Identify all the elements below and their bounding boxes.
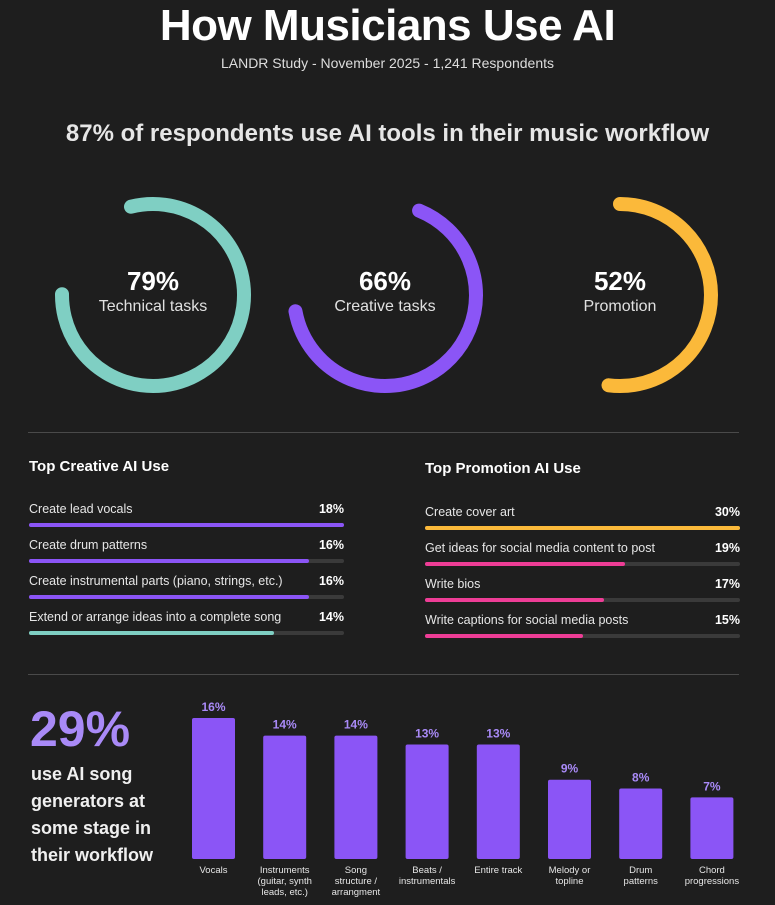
list-item-track (29, 559, 344, 563)
bar (334, 735, 378, 859)
donut-promotion-percent: 52% (593, 266, 647, 296)
list-item-track (425, 634, 740, 638)
list-item-value: 19% (714, 541, 740, 555)
bar-value-label: 14% (273, 718, 297, 732)
bar (476, 744, 520, 859)
generators-percent: 29% (30, 701, 131, 757)
bar-value-label: 9% (561, 762, 579, 776)
section-divider (28, 674, 739, 675)
donut-creative-label: Creative tasks (334, 298, 436, 315)
list-item: Write bios 17% (425, 577, 740, 613)
section-divider (28, 432, 739, 433)
bar-value-label: 8% (632, 771, 650, 785)
list-item-bar (29, 523, 344, 527)
list-item-bar (29, 559, 309, 563)
bar-value-label: 13% (415, 726, 439, 740)
bar-category-label: Beats / instrumentals (399, 865, 456, 887)
list-item-value: 18% (318, 502, 344, 516)
promotion-list: Create cover art 30% Get ideas for socia… (425, 505, 740, 649)
donut-creative: 66% Creative tasks (280, 190, 490, 400)
page-subtitle: LANDR Study - November 2025 - 1,241 Resp… (220, 55, 555, 71)
bar (263, 735, 307, 859)
list-item-label: Create drum patterns (29, 538, 148, 552)
bar (192, 718, 235, 859)
list-item-value: 16% (318, 574, 344, 588)
bar (690, 797, 734, 859)
donut-promotion-label: Promotion (583, 298, 657, 315)
list-item-label: Create lead vocals (29, 502, 133, 516)
donut-promotion-ring (522, 197, 718, 393)
page-title: How Musicians Use AI (159, 1, 616, 50)
list-item-value: 16% (318, 538, 344, 552)
list-item-track (29, 595, 344, 599)
bar-category-label: Instruments (guitar, synth leads, etc.) (258, 865, 312, 898)
list-item-value: 30% (714, 505, 740, 519)
donut-technical: 79% Technical tasks (48, 190, 258, 400)
creative-list: Create lead vocals 18% Create drum patte… (29, 502, 344, 646)
bar (619, 788, 663, 859)
list-item-label: Extend or arrange ideas into a complete … (29, 610, 282, 624)
bar-category-label: Vocals (200, 865, 228, 876)
list-item-value: 17% (714, 577, 740, 591)
bar-value-label: 16% (201, 700, 225, 714)
list-item-track (425, 598, 740, 602)
bar-category-label: Drum patterns (624, 865, 659, 887)
list-item-label: Get ideas for social media content to po… (425, 541, 655, 555)
bar-value-label: 13% (486, 726, 510, 740)
donut-arc (287, 197, 483, 393)
bar (405, 744, 449, 859)
bar-category-label: Song structure / arrangment (332, 865, 381, 898)
donut-technical-ring (55, 197, 251, 393)
list-item: Write captions for social media posts 15… (425, 613, 740, 649)
donut-creative-percent: 66% (358, 266, 412, 296)
list-item-track (29, 523, 344, 527)
list-item-value: 14% (318, 610, 344, 624)
bar-category-label: Melody or topline (549, 865, 591, 887)
donut-creative-ring (287, 197, 483, 393)
list-item: Get ideas for social media content to po… (425, 541, 740, 577)
donut-arc (522, 197, 718, 393)
list-item-bar (425, 598, 604, 602)
bar-value-label: 7% (703, 779, 721, 793)
list-item-label: Create instrumental parts (piano, string… (29, 574, 283, 588)
list-item-track (425, 526, 740, 530)
creative-list-title: Top Creative AI Use (29, 458, 170, 475)
list-item: Create cover art 30% (425, 505, 740, 541)
promotion-list-title: Top Promotion AI Use (425, 460, 581, 477)
list-item: Create instrumental parts (piano, string… (29, 574, 344, 610)
list-item-value: 15% (714, 613, 740, 627)
bar-value-label: 14% (344, 718, 368, 732)
bar-category-label: Chord progressions (685, 865, 740, 887)
donut-technical-percent: 79% (126, 266, 180, 296)
bar-category-label: Entire track (474, 865, 522, 876)
list-item-track (29, 631, 344, 635)
list-item-bar (29, 595, 309, 599)
donut-arc (55, 197, 251, 393)
list-item: Create lead vocals 18% (29, 502, 344, 538)
list-item-bar (425, 562, 625, 566)
list-item: Create drum patterns 16% (29, 538, 344, 574)
donut-promotion: 52% Promotion (515, 190, 725, 400)
donut-technical-label: Technical tasks (98, 298, 208, 315)
list-item-label: Write bios (425, 577, 481, 591)
list-item-label: Create cover art (425, 505, 515, 519)
bar (548, 779, 591, 859)
list-item-bar (425, 526, 740, 530)
headline: 87% of respondents use AI tools in their… (65, 120, 710, 147)
list-item-bar (29, 631, 274, 635)
list-item-label: Write captions for social media posts (425, 613, 629, 627)
list-item-bar (425, 634, 583, 638)
list-item: Extend or arrange ideas into a complete … (29, 610, 344, 646)
list-item-track (425, 562, 740, 566)
generators-text: use AI song generators at some stage in … (31, 764, 154, 865)
